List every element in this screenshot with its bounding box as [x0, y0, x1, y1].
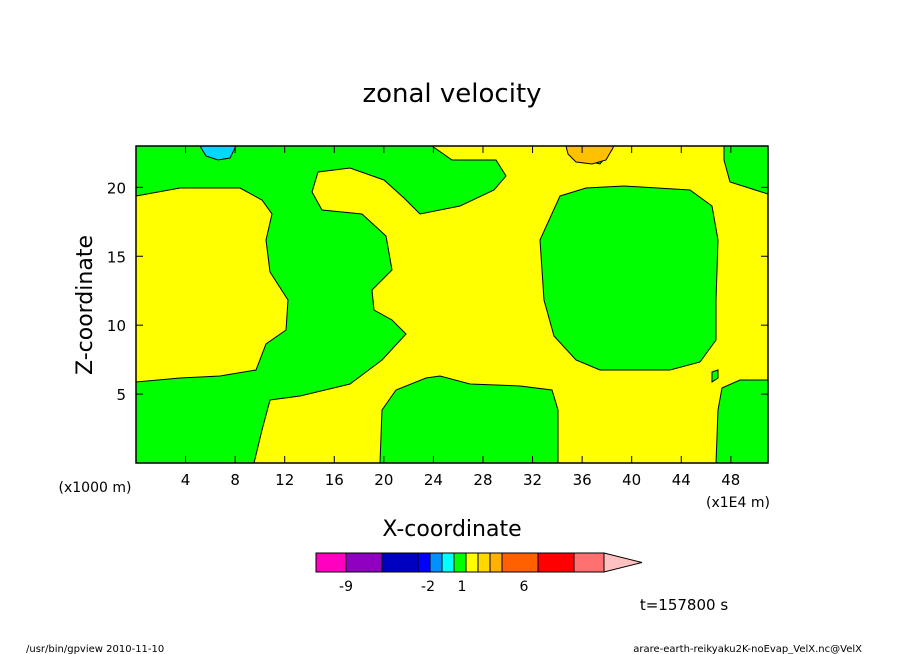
x-tick-label: 44 — [672, 471, 691, 489]
colorbar-segment — [501, 552, 539, 573]
contour-region-green-small — [711, 369, 719, 383]
x-tick-label: 28 — [473, 471, 492, 489]
colorbar-tick-label: -2 — [421, 579, 435, 595]
colorbar-segment — [537, 552, 575, 573]
x-scale-note-2: (x1E4 m) — [706, 495, 770, 511]
contour-region-green-right — [539, 185, 719, 371]
y-tick-label: 20 — [107, 179, 126, 197]
x-scale-note: (x1000 m) — [59, 480, 132, 496]
colorbar-labels: -9 -2 1 6 — [339, 579, 529, 595]
x-tick-label: 40 — [622, 471, 641, 489]
y-tick-label: 15 — [107, 248, 126, 266]
colorbar-segment — [489, 552, 503, 573]
colorbar-segment — [417, 552, 431, 573]
footer-left: /usr/bin/gpview 2010-11-10 — [26, 644, 164, 654]
plot-area — [135, 145, 769, 464]
y-tick-label: 10 — [107, 317, 126, 335]
colorbar-tick-label: -9 — [339, 579, 353, 595]
x-tick-label: 8 — [230, 471, 240, 489]
plot-frame — [135, 145, 769, 464]
x-tick-label: 4 — [181, 471, 191, 489]
contour-region-yellow-left — [135, 187, 289, 383]
colorbar — [315, 552, 643, 573]
x-axis: 4 8 12 16 20 24 28 32 36 40 44 48 — [181, 146, 740, 489]
colorbar-segment — [381, 552, 419, 573]
y-tick-label: 5 — [116, 386, 126, 404]
colorbar-segment — [315, 552, 347, 573]
x-axis-label: X-coordinate — [382, 517, 521, 542]
colorbar-segment — [345, 552, 383, 573]
colorbar-segment — [441, 552, 455, 573]
colorbar-segment — [477, 552, 491, 573]
x-tick-label: 36 — [573, 471, 592, 489]
x-tick-label: 12 — [275, 471, 294, 489]
y-axis-label: Z-coordinate — [73, 235, 98, 375]
x-tick-label: 48 — [721, 471, 740, 489]
colorbar-segment — [573, 552, 605, 573]
colorbar-segment — [429, 552, 443, 573]
colorbar-tick-label: 1 — [458, 579, 467, 595]
y-axis: 5 10 15 20 — [107, 179, 768, 404]
colorbar-segment — [453, 552, 467, 573]
x-tick-label: 32 — [523, 471, 542, 489]
colorbar-arrow — [603, 552, 643, 573]
x-tick-label: 24 — [424, 471, 443, 489]
colorbar-segment — [465, 552, 479, 573]
x-tick-label: 20 — [374, 471, 393, 489]
time-label: t=157800 s — [640, 596, 728, 614]
chart-title: zonal velocity — [362, 79, 541, 109]
footer-right: arare-earth-reikyaku2K-noEvap_VelX.nc@Ve… — [633, 644, 862, 654]
colorbar-tick-label: 6 — [520, 579, 529, 595]
x-tick-label: 16 — [325, 471, 344, 489]
